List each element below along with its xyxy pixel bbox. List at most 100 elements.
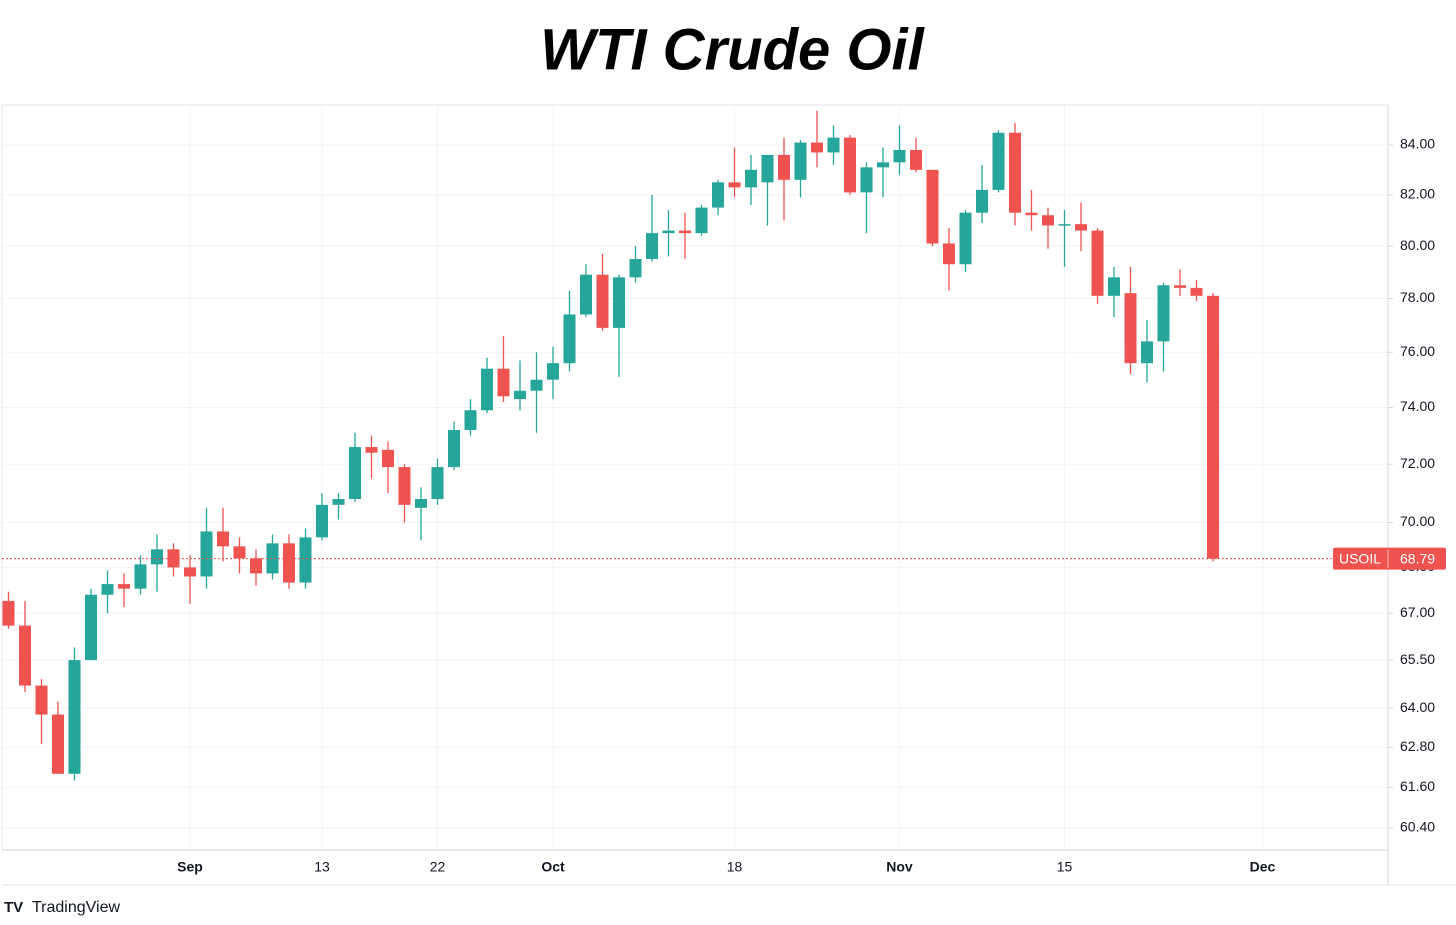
candle-body [382, 449, 394, 468]
candle-body [811, 142, 823, 153]
candle-body [167, 549, 180, 568]
y-tick-label: 84.00 [1400, 136, 1435, 152]
y-tick-label: 67.00 [1400, 604, 1435, 620]
candle-body [1091, 230, 1104, 296]
x-tick-label: Sep [177, 859, 203, 875]
candle-body [1124, 293, 1137, 364]
y-tick-label: 80.00 [1400, 237, 1435, 253]
candle-body [728, 182, 741, 188]
candle-body [431, 467, 444, 500]
candle-body [530, 379, 543, 391]
candle-body [1157, 285, 1170, 342]
candle-body [712, 182, 724, 208]
y-tick-label: 72.00 [1400, 455, 1435, 471]
candle-body [118, 584, 130, 589]
candle-body [1058, 224, 1071, 226]
candle-body [629, 259, 642, 278]
chart-title: WTI Crude Oil [540, 17, 925, 82]
candle-body [35, 685, 48, 715]
candle-body [332, 499, 345, 505]
y-tick-label: 78.00 [1400, 289, 1435, 305]
candle-body [134, 564, 147, 589]
candle-body [250, 558, 262, 574]
candle-body [926, 169, 939, 244]
price-label-name: USOIL [1339, 550, 1381, 566]
candle-body [464, 410, 477, 430]
candle-body [200, 531, 213, 577]
candle-body [233, 546, 246, 559]
candle-body [448, 429, 460, 468]
candle-body [596, 274, 609, 328]
x-tick-label: 22 [430, 859, 446, 875]
x-tick-label: Nov [886, 859, 913, 875]
candle-body [1042, 215, 1054, 226]
branding: TV TradingView [4, 899, 120, 916]
candle-body [695, 207, 708, 234]
candles [2, 110, 1219, 781]
price-label-box [1333, 547, 1446, 570]
y-tick-label: 60.40 [1400, 819, 1435, 835]
candle-body [19, 625, 31, 686]
candle-body [316, 504, 328, 538]
candle-body [283, 543, 295, 583]
candle-body [2, 600, 15, 626]
candle-body [745, 169, 757, 188]
y-tick-label: 70.00 [1400, 513, 1435, 529]
candle-body [580, 274, 592, 315]
candle-body [992, 132, 1005, 190]
candle-body [349, 447, 361, 500]
candle-body [1025, 212, 1038, 216]
candle-body [646, 233, 658, 260]
candle-body [910, 149, 922, 170]
candle-body [266, 543, 279, 574]
candle-body [481, 368, 493, 411]
candle-body [151, 549, 163, 565]
candle-body [877, 162, 889, 168]
grid: 60.4061.6062.8064.0065.5067.0068.5070.00… [2, 105, 1435, 875]
candle-body [52, 714, 64, 774]
y-tick-label: 64.00 [1400, 699, 1435, 715]
candle-body [761, 154, 774, 183]
candle-body [1207, 295, 1219, 559]
candle-body [1108, 277, 1120, 296]
candle-body [415, 499, 427, 508]
candle-body [85, 594, 97, 661]
y-tick-label: 61.60 [1400, 778, 1435, 794]
x-tick-label: 13 [314, 859, 330, 875]
candle-body [827, 137, 840, 153]
candle-body [514, 390, 526, 400]
candle-body [893, 149, 906, 163]
x-tick-label: 18 [727, 859, 743, 875]
candle-body [794, 142, 807, 180]
brand-text: TradingView [32, 899, 120, 916]
candle-body [679, 230, 691, 234]
candle-body [976, 189, 988, 213]
brand-icon: TV [4, 899, 23, 916]
candle-body [547, 363, 559, 380]
candle-body [959, 212, 972, 265]
x-tick-label: Dec [1250, 859, 1276, 875]
candle-body [398, 467, 411, 505]
candle-body [943, 243, 955, 265]
price-label-value: 68.79 [1400, 550, 1435, 566]
y-tick-label: 65.50 [1400, 651, 1435, 667]
y-tick-label: 74.00 [1400, 398, 1435, 414]
candle-body [778, 154, 790, 180]
candle-body [365, 447, 378, 453]
candle-body [1174, 285, 1186, 288]
candle-body [613, 277, 625, 328]
candle-body [184, 567, 196, 577]
candle-body [1009, 132, 1021, 213]
candle-body [217, 531, 229, 547]
overlay: USOIL 68.79 [2, 547, 1446, 570]
candle-body [662, 230, 675, 234]
candle-body [1190, 287, 1203, 296]
candle-body [101, 584, 114, 595]
y-tick-label: 82.00 [1400, 186, 1435, 202]
x-tick-label: Oct [541, 859, 565, 875]
candle-body [1141, 341, 1153, 364]
candle-body [299, 537, 312, 583]
candle-body [497, 368, 510, 397]
